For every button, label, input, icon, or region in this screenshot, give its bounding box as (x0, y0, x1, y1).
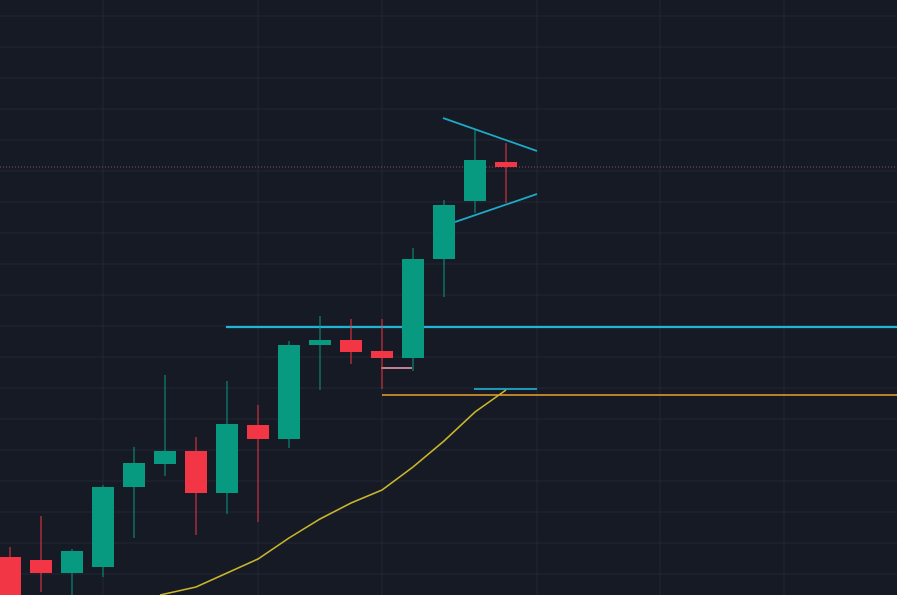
lower-trendline (454, 193, 538, 223)
candle-body (464, 160, 486, 201)
candle-body (433, 205, 455, 259)
upper-trendline (442, 117, 538, 152)
candle (464, 130, 486, 213)
candle-body (216, 424, 238, 493)
candle (495, 143, 517, 203)
candle-body (371, 351, 393, 358)
candle-body (402, 259, 424, 358)
candle (402, 248, 424, 371)
candle-body (61, 551, 83, 573)
candle (371, 319, 393, 389)
candle-body (340, 340, 362, 352)
candle (30, 516, 52, 592)
candle (247, 405, 269, 522)
candle-body (309, 340, 331, 345)
candle (154, 375, 176, 476)
candle (309, 316, 331, 390)
candle-body (0, 557, 21, 595)
drawing-lines-layer (0, 117, 897, 396)
candle-body (30, 560, 52, 573)
candle (340, 319, 362, 364)
candle (216, 381, 238, 514)
candle-body (495, 162, 517, 167)
candle-body (185, 451, 207, 493)
candle (123, 447, 145, 538)
moving-average-line (159, 389, 507, 595)
candle (92, 485, 114, 577)
candle-body (92, 487, 114, 567)
candle-body (247, 425, 269, 439)
candle-body (278, 345, 300, 439)
candle (185, 437, 207, 535)
candle (433, 200, 455, 297)
candle (61, 549, 83, 595)
candles-layer (0, 130, 517, 595)
candle (278, 341, 300, 448)
candle-body (123, 463, 145, 487)
candle (0, 547, 21, 595)
candle-body (154, 451, 176, 464)
moving-average-layer (159, 389, 507, 595)
